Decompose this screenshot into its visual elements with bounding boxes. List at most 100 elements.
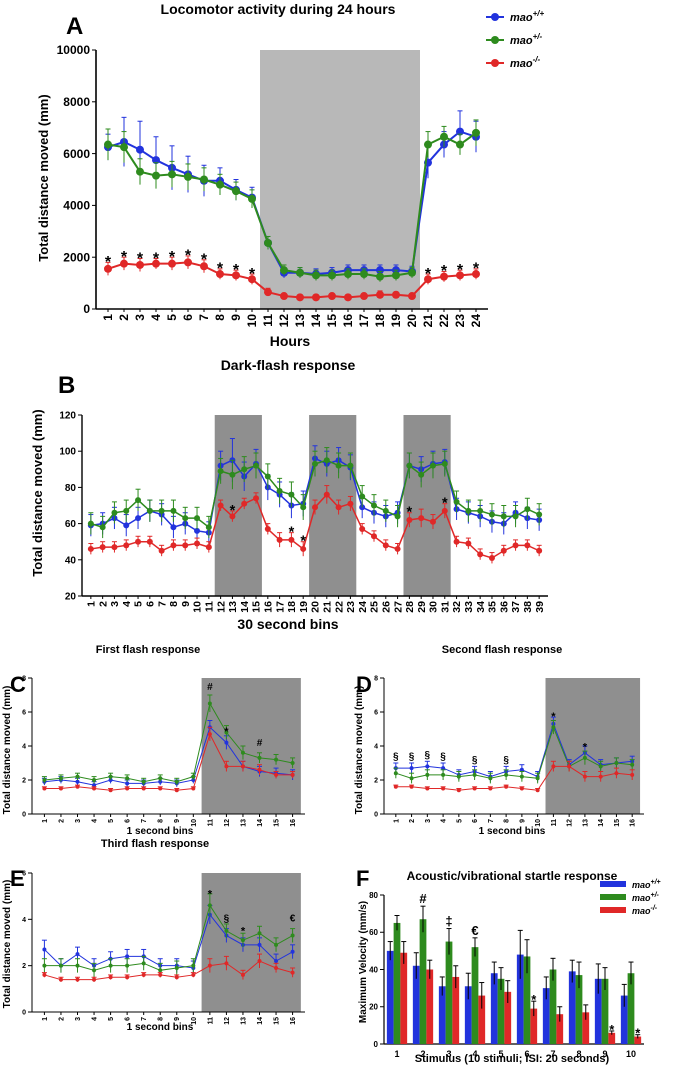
significance-marker-b-0: * bbox=[230, 503, 236, 519]
legend-a-wt-sup: +/+ bbox=[533, 9, 545, 18]
data-point-d-wt-4 bbox=[441, 766, 446, 771]
data-point-c-het-2 bbox=[58, 776, 63, 781]
series-line-c-het bbox=[44, 702, 293, 783]
x-tick-label-c-14: 14 bbox=[257, 819, 264, 827]
significance-marker-a-13: * bbox=[473, 261, 480, 278]
data-point-a-wt-23 bbox=[456, 127, 464, 136]
data-point-a-ko-22 bbox=[440, 272, 448, 281]
x-tick-label-f-2: 2 bbox=[420, 1049, 425, 1059]
x-tick-label-b-25: 25 bbox=[369, 601, 381, 613]
data-point-a-ko-6 bbox=[184, 258, 192, 267]
legend-a-het-label: mao+/- bbox=[510, 32, 543, 47]
data-point-d-het-8 bbox=[504, 772, 509, 777]
data-point-b-het-39 bbox=[536, 511, 543, 518]
x-tick-label-d-7: 7 bbox=[488, 819, 495, 823]
x-tick-label-f-9: 9 bbox=[602, 1049, 607, 1059]
data-point-e-wt-3 bbox=[75, 952, 80, 957]
x-tick-label-b-17: 17 bbox=[274, 601, 286, 613]
bar-ko-9 bbox=[608, 1032, 616, 1044]
legend-a-ko-sup: -/- bbox=[533, 55, 541, 64]
x-tick-label-b-22: 22 bbox=[333, 601, 345, 613]
data-point-d-het-9 bbox=[519, 774, 524, 779]
data-point-a-het-22 bbox=[440, 132, 448, 141]
bar-het-5 bbox=[497, 978, 505, 1044]
data-point-e-wt-6 bbox=[125, 954, 130, 959]
x-tick-label-a-9: 9 bbox=[229, 314, 243, 321]
shaded-region-c-0 bbox=[201, 678, 301, 814]
significance-marker-f-3: * bbox=[531, 992, 537, 1007]
data-point-d-ko-4 bbox=[441, 786, 446, 791]
x-tick-label-e-14: 14 bbox=[257, 1017, 264, 1025]
x-tick-label-d-6: 6 bbox=[472, 819, 479, 823]
legend-f-ko-label: mao-/- bbox=[632, 905, 658, 916]
shaded-region-b-2 bbox=[403, 415, 451, 596]
legend-a-het-sup: +/- bbox=[533, 32, 543, 41]
ylabel-a: Total distance moved (mm) bbox=[36, 94, 51, 261]
data-point-e-ko-11 bbox=[207, 963, 212, 968]
data-point-a-ko-9 bbox=[232, 271, 240, 280]
data-point-b-ko-6 bbox=[146, 538, 153, 545]
data-point-d-het-10 bbox=[535, 776, 540, 781]
data-point-b-het-21 bbox=[323, 457, 330, 464]
data-point-c-ko-11 bbox=[207, 732, 212, 737]
series-line-e-wt bbox=[44, 913, 293, 969]
significance-marker-c-2: # bbox=[257, 738, 263, 749]
data-point-d-ko-12 bbox=[567, 764, 572, 769]
significance-marker-d-1: § bbox=[409, 752, 415, 763]
x-tick-label-d-16: 16 bbox=[630, 819, 637, 827]
x-tick-label-c-13: 13 bbox=[240, 819, 247, 827]
legend-a-wt-marker bbox=[491, 13, 499, 21]
data-point-e-het-5 bbox=[108, 963, 113, 968]
significance-marker-b-4: * bbox=[442, 496, 448, 512]
data-point-d-het-15 bbox=[614, 761, 619, 765]
data-point-b-ko-36 bbox=[500, 547, 507, 554]
data-point-d-het-14 bbox=[598, 764, 603, 769]
y-tick-label-b-5: 120 bbox=[59, 411, 76, 422]
y-tick-label-c-3: 6 bbox=[22, 709, 26, 716]
data-point-c-wt-12 bbox=[224, 740, 229, 745]
bar-wt-5 bbox=[490, 973, 498, 1044]
y-tick-label-e-0: 0 bbox=[22, 1009, 26, 1016]
x-tick-label-c-9: 9 bbox=[174, 819, 181, 823]
data-point-a-ko-24 bbox=[472, 270, 480, 279]
data-point-b-het-13 bbox=[229, 471, 236, 478]
significance-marker-d-7: * bbox=[583, 741, 588, 753]
y-tick-label-b-2: 60 bbox=[65, 519, 77, 530]
y-tick-label-d-3: 6 bbox=[374, 709, 378, 716]
bar-het-1 bbox=[393, 922, 401, 1044]
bar-wt-9 bbox=[594, 978, 602, 1044]
ylabel-b: Total distance moved (mm) bbox=[30, 409, 45, 576]
data-point-a-het-11 bbox=[264, 238, 272, 247]
data-point-b-het-9 bbox=[182, 515, 189, 522]
data-point-a-wt-18 bbox=[376, 266, 384, 275]
x-tick-label-e-9: 9 bbox=[174, 1017, 181, 1021]
data-point-b-ko-14 bbox=[241, 500, 248, 507]
data-point-e-ko-3 bbox=[75, 977, 80, 982]
data-point-b-het-2 bbox=[99, 524, 106, 531]
significance-marker-a-11: * bbox=[441, 263, 448, 280]
x-tick-label-e-15: 15 bbox=[273, 1017, 280, 1025]
data-point-b-ko-13 bbox=[229, 513, 236, 520]
x-tick-label-a-16: 16 bbox=[341, 314, 355, 328]
data-point-c-ko-2 bbox=[58, 786, 63, 791]
data-point-e-ko-8 bbox=[158, 972, 163, 977]
data-point-e-het-16 bbox=[290, 933, 295, 938]
significance-marker-d-5: § bbox=[503, 755, 509, 766]
significance-marker-d-4: § bbox=[472, 755, 478, 766]
legend-f-het-swatch bbox=[600, 894, 626, 900]
x-tick-label-e-6: 6 bbox=[125, 1017, 132, 1021]
x-tick-label-a-2: 2 bbox=[117, 314, 131, 321]
data-point-a-het-4 bbox=[152, 171, 160, 180]
x-tick-label-b-1: 1 bbox=[86, 601, 98, 607]
x-tick-label-b-12: 12 bbox=[215, 601, 227, 613]
x-tick-label-a-14: 14 bbox=[309, 314, 323, 328]
x-tick-label-a-15: 15 bbox=[325, 314, 339, 328]
x-tick-label-b-23: 23 bbox=[345, 601, 357, 613]
data-point-c-wt-3 bbox=[75, 779, 80, 784]
series-line-c-wt bbox=[44, 726, 293, 786]
data-point-c-wt-4 bbox=[92, 783, 97, 788]
data-point-d-wt-2 bbox=[409, 766, 414, 771]
y-tick-label-b-0: 20 bbox=[65, 592, 77, 603]
data-point-c-het-4 bbox=[92, 778, 97, 782]
